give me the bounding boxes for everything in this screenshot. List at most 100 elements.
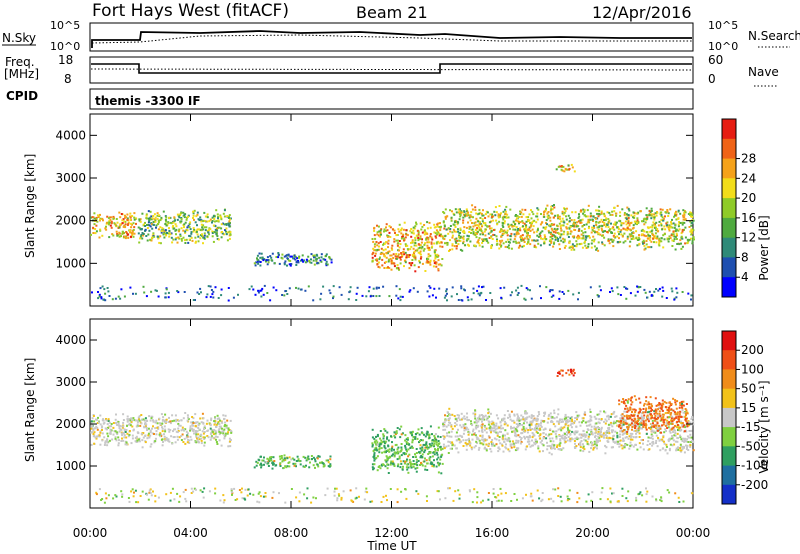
power-point bbox=[472, 232, 475, 235]
power-point bbox=[147, 210, 150, 213]
velocity-point bbox=[685, 448, 688, 450]
power-point bbox=[434, 257, 437, 260]
power-point bbox=[376, 231, 379, 234]
power-point bbox=[172, 225, 175, 227]
power-point bbox=[477, 224, 480, 227]
velocity-point bbox=[414, 467, 417, 470]
power-point bbox=[214, 228, 217, 231]
velocity-point bbox=[447, 440, 450, 443]
power-point bbox=[447, 232, 450, 235]
velocity-point bbox=[605, 435, 608, 438]
power-point bbox=[187, 214, 190, 217]
velocity-point bbox=[438, 442, 440, 445]
power-point bbox=[551, 289, 554, 292]
power-point bbox=[675, 238, 678, 240]
power-point bbox=[108, 221, 111, 224]
power-point bbox=[139, 235, 142, 238]
velocity-point bbox=[474, 426, 477, 429]
velocity-point bbox=[424, 468, 427, 471]
velocity-point bbox=[224, 424, 227, 426]
power-point bbox=[220, 294, 223, 297]
power-point bbox=[637, 211, 640, 214]
power-point bbox=[465, 214, 468, 217]
velocity-point bbox=[279, 465, 282, 467]
power-point bbox=[531, 239, 534, 242]
power-point bbox=[454, 226, 457, 228]
power-point bbox=[454, 240, 457, 243]
velocity-point bbox=[665, 445, 668, 448]
velocity-point bbox=[186, 432, 189, 435]
velocity-point bbox=[146, 437, 149, 440]
power-point bbox=[151, 223, 153, 226]
velocity-point bbox=[280, 457, 283, 459]
power-point bbox=[604, 225, 607, 228]
power-point bbox=[658, 241, 661, 244]
frequency-panel: Freq. [MHz] 18 8 60 0 Nave bbox=[4, 53, 779, 87]
power-point bbox=[665, 297, 668, 299]
power-point bbox=[174, 238, 177, 241]
power-point bbox=[179, 214, 182, 217]
power-point bbox=[587, 218, 590, 221]
power-point bbox=[228, 225, 231, 228]
power-point bbox=[513, 233, 516, 236]
velocity-point bbox=[570, 438, 573, 441]
power-point bbox=[520, 211, 523, 214]
velocity-point bbox=[375, 439, 378, 442]
velocity-point bbox=[468, 431, 471, 434]
power-point bbox=[503, 216, 506, 219]
velocity-point bbox=[541, 439, 543, 442]
velocity-point bbox=[606, 415, 609, 418]
velocity-point bbox=[148, 436, 151, 439]
power-point bbox=[674, 248, 677, 251]
velocity-point bbox=[122, 421, 125, 424]
velocity-point bbox=[477, 424, 480, 427]
power-point bbox=[504, 208, 507, 211]
power-point bbox=[420, 241, 423, 244]
power-point bbox=[590, 246, 593, 249]
velocity-point bbox=[183, 437, 186, 440]
velocity-point bbox=[579, 441, 582, 444]
power-point bbox=[543, 211, 545, 214]
power-point bbox=[221, 231, 223, 233]
power-point bbox=[139, 228, 142, 231]
power-point bbox=[177, 230, 180, 233]
power-point bbox=[514, 235, 517, 238]
velocity-point bbox=[514, 432, 517, 435]
power-point bbox=[433, 250, 436, 253]
velocity-point bbox=[676, 440, 679, 443]
power-point bbox=[125, 216, 128, 219]
power-point bbox=[627, 207, 630, 210]
velocity-point bbox=[502, 450, 505, 453]
velocity-point bbox=[677, 429, 680, 432]
velocity-point bbox=[535, 419, 538, 422]
velocity-point bbox=[602, 432, 605, 435]
power-point bbox=[481, 241, 484, 244]
power-point bbox=[554, 235, 557, 238]
power-point bbox=[396, 244, 399, 247]
power-point bbox=[516, 214, 519, 217]
power-point bbox=[673, 215, 675, 218]
velocity-point bbox=[686, 446, 688, 449]
velocity-point bbox=[666, 419, 669, 422]
velocity-point bbox=[160, 435, 163, 438]
velocity-point bbox=[381, 451, 384, 454]
velocity-point bbox=[532, 433, 535, 436]
noise-left-tick-bottom: 10^0 bbox=[50, 40, 80, 53]
power-point bbox=[508, 241, 511, 244]
power-point bbox=[536, 229, 539, 232]
velocity-point bbox=[651, 419, 654, 422]
velocity-point bbox=[510, 427, 512, 430]
velocity-point bbox=[537, 411, 540, 413]
power-point bbox=[637, 286, 640, 289]
velocity-point bbox=[219, 425, 222, 428]
power-point bbox=[214, 286, 217, 289]
velocity-point bbox=[576, 414, 579, 417]
velocity-point bbox=[581, 443, 584, 446]
velocity-point bbox=[499, 442, 502, 445]
velocity-point bbox=[555, 435, 558, 438]
power-point bbox=[257, 262, 260, 265]
power-point bbox=[237, 293, 239, 296]
power-point bbox=[126, 224, 129, 226]
velocity-point bbox=[480, 414, 483, 416]
power-point bbox=[421, 231, 424, 234]
